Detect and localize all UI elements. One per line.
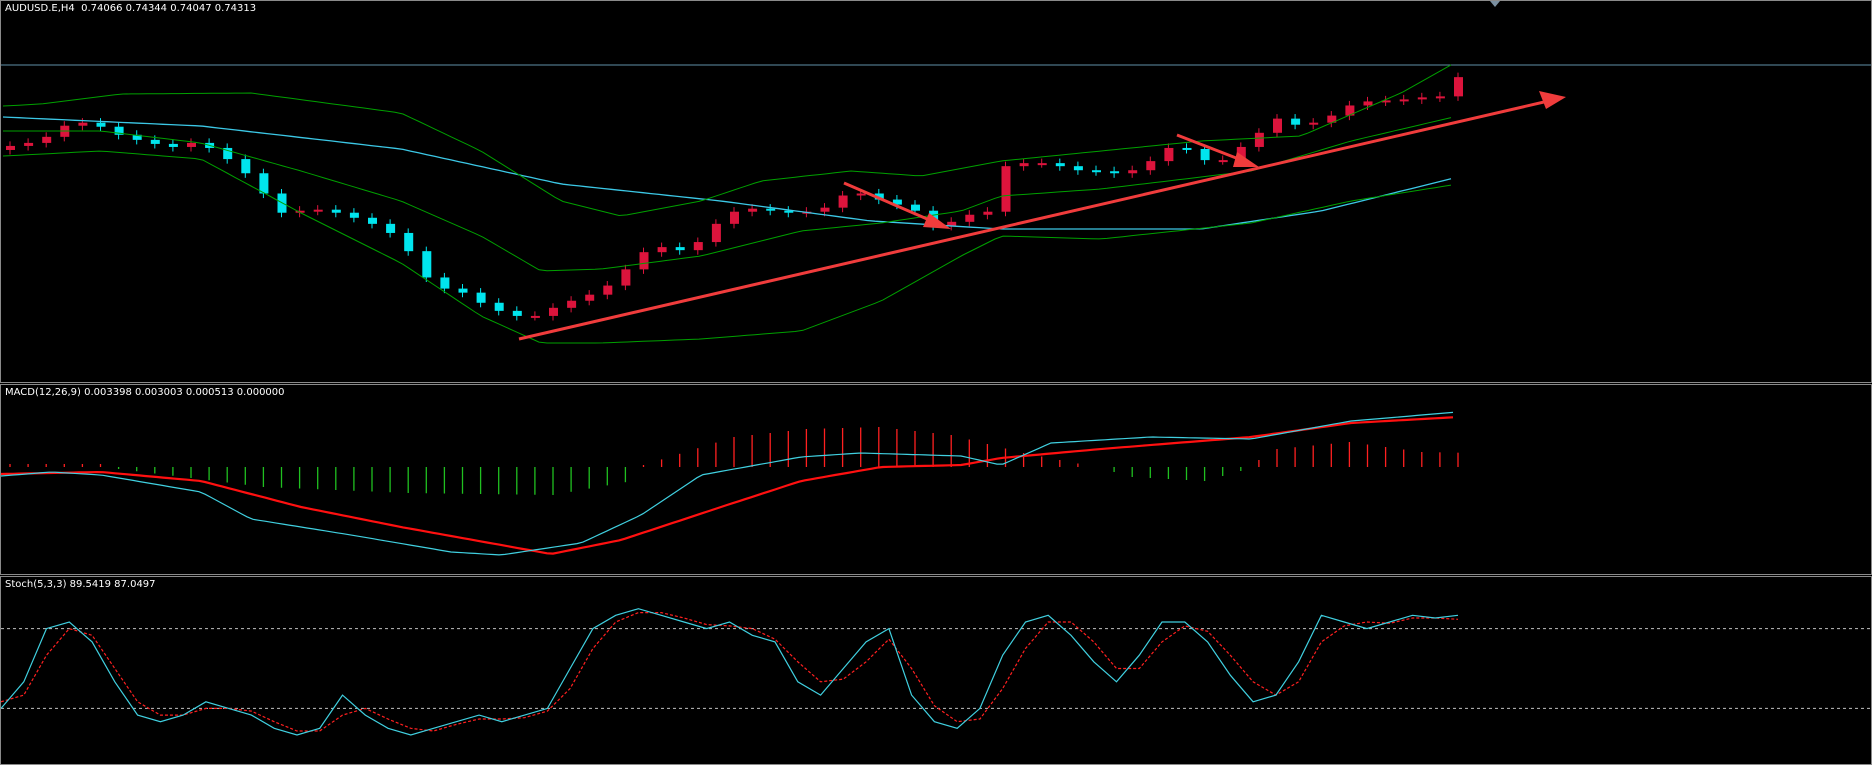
bearish-candle <box>241 159 251 174</box>
bearish-candle <box>440 277 450 289</box>
macd-main-line <box>1 411 1454 556</box>
stochastic-label: Stoch(5,3,3) 89.5419 87.0497 <box>5 579 156 590</box>
price-chart-canvas[interactable] <box>1 1 1871 382</box>
trendline-arrow <box>518 97 1558 341</box>
bearish-candle <box>911 204 920 211</box>
bearish-candle <box>512 310 522 316</box>
shift-marker-icon <box>1490 1 1500 7</box>
bullish-candle <box>1218 160 1228 163</box>
bearish-candle <box>1092 170 1101 173</box>
bullish-candle <box>711 223 721 243</box>
bearish-candle <box>766 208 776 211</box>
bullish-candle <box>748 208 758 212</box>
bullish-candle <box>1001 166 1011 212</box>
bearish-candle <box>386 223 396 233</box>
bearish-candle <box>114 126 124 135</box>
bearish-candle <box>132 134 142 140</box>
bullish-candle <box>856 193 866 196</box>
bearish-candle <box>1291 118 1301 125</box>
macd-pane[interactable]: MACD(12,26,9) 0.003398 0.003003 0.000513… <box>0 384 1872 575</box>
bearish-candle <box>150 139 160 144</box>
bollinger-lower-band <box>2 150 1452 344</box>
bearish-candle <box>331 209 341 213</box>
stochastic-signal-line <box>1 611 1459 732</box>
bearish-candle <box>96 122 106 127</box>
bullish-candle <box>1037 163 1047 166</box>
bearish-candle <box>404 232 414 252</box>
bullish-candle <box>1399 99 1409 102</box>
bullish-candle <box>1345 105 1355 116</box>
correction-arrow-1 <box>843 181 942 227</box>
bullish-candle <box>657 247 667 253</box>
bullish-candle <box>1309 122 1319 125</box>
bullish-candle <box>947 221 957 226</box>
bullish-candle <box>530 315 540 318</box>
bullish-candle <box>1454 77 1463 97</box>
bullish-candle <box>585 294 595 301</box>
bearish-candle <box>494 302 504 311</box>
stochastic-pane[interactable]: Stoch(5,3,3) 89.5419 87.0497 <box>0 576 1872 765</box>
bearish-candle <box>1055 163 1065 167</box>
bullish-candle <box>1128 170 1138 174</box>
bearish-candle <box>675 247 685 251</box>
bullish-candle <box>1327 115 1337 123</box>
bullish-candle <box>1435 96 1445 99</box>
bullish-candle <box>983 211 993 215</box>
bullish-candle <box>1363 101 1373 106</box>
bullish-candle <box>693 242 703 251</box>
bullish-candle <box>603 285 613 295</box>
bullish-candle <box>1417 97 1427 100</box>
bearish-candle <box>1110 171 1120 174</box>
bullish-candle <box>621 269 631 286</box>
bullish-candle <box>639 252 649 270</box>
bearish-candle <box>223 147 233 160</box>
macd-canvas[interactable] <box>1 385 1871 574</box>
correction-arrowhead-icon <box>1233 152 1259 167</box>
bullish-candle <box>24 142 34 146</box>
price-chart-label: AUDUSD.E,H4 0.74066 0.74344 0.74047 0.74… <box>5 3 257 14</box>
bullish-candle <box>820 207 830 212</box>
bearish-candle <box>1200 148 1210 161</box>
bearish-candle <box>874 193 884 200</box>
bearish-candle <box>349 212 359 218</box>
bullish-candle <box>1254 132 1264 147</box>
bullish-candle <box>549 307 558 316</box>
bullish-candle <box>187 142 196 147</box>
bearish-candle <box>1073 166 1083 171</box>
bullish-candle <box>1146 161 1156 171</box>
bollinger-upper-band <box>2 64 1452 217</box>
bullish-candle <box>730 211 739 224</box>
macd-signal-line <box>1 416 1454 555</box>
bearish-candle <box>1182 147 1192 150</box>
bullish-candle <box>567 300 577 308</box>
bullish-candle <box>295 210 305 213</box>
bullish-candle <box>965 214 975 222</box>
bearish-candle <box>784 210 794 213</box>
price-chart-pane[interactable]: AUDUSD.E,H4 0.74066 0.74344 0.74047 0.74… <box>0 0 1872 383</box>
bearish-candle <box>259 173 269 194</box>
bearish-candle <box>892 199 902 205</box>
correction-arrowhead-icon <box>923 213 951 229</box>
bullish-candle <box>42 136 52 143</box>
stochastic-canvas[interactable] <box>1 577 1871 764</box>
bullish-candle <box>313 209 323 212</box>
stochastic-main-line <box>1 608 1459 736</box>
bullish-candle <box>1236 146 1246 161</box>
bearish-candle <box>422 251 432 278</box>
bearish-candle <box>458 288 468 293</box>
bullish-candle <box>78 122 88 126</box>
bullish-candle <box>838 195 848 208</box>
bullish-candle <box>1273 118 1282 133</box>
bullish-candle <box>1019 163 1029 167</box>
bollinger-middle-band <box>3 117 1452 272</box>
bullish-candle <box>1164 147 1174 162</box>
bullish-candle <box>1381 100 1391 103</box>
bearish-candle <box>476 292 486 303</box>
trendline-arrowhead-icon <box>1539 91 1566 109</box>
bearish-candle <box>368 217 377 224</box>
bearish-candle <box>168 143 178 147</box>
bullish-candle <box>6 145 15 150</box>
macd-label: MACD(12,26,9) 0.003398 0.003003 0.000513… <box>5 387 285 398</box>
